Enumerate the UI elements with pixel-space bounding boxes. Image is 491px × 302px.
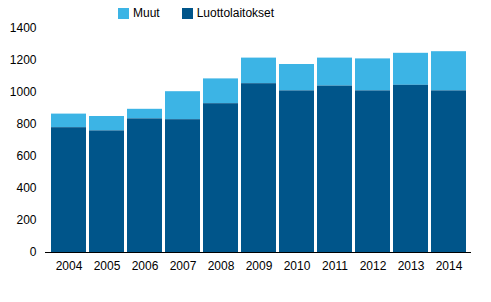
svg-text:2009: 2009 [246, 259, 273, 273]
svg-text:2004: 2004 [56, 259, 83, 273]
svg-text:2012: 2012 [360, 259, 387, 273]
svg-text:1000: 1000 [10, 85, 37, 99]
svg-text:2006: 2006 [132, 259, 159, 273]
svg-text:1400: 1400 [10, 21, 37, 35]
svg-text:2011: 2011 [322, 259, 348, 273]
svg-text:0: 0 [30, 245, 37, 259]
svg-text:2010: 2010 [284, 259, 311, 273]
html-text:Muut: Muut [133, 6, 160, 20]
svg-text:2008: 2008 [208, 259, 235, 273]
svg-text:400: 400 [16, 181, 36, 195]
svg-text:800: 800 [16, 117, 36, 131]
svg-text:2007: 2007 [170, 259, 197, 273]
html-text:Luottolaitokset: Luottolaitokset [196, 6, 275, 20]
svg-text:2014: 2014 [436, 259, 463, 273]
svg-text:200: 200 [16, 213, 36, 227]
svg-text:1200: 1200 [10, 53, 37, 67]
svg-text:2013: 2013 [398, 259, 425, 273]
svg-text:600: 600 [16, 149, 36, 163]
svg-text:2005: 2005 [94, 259, 121, 273]
